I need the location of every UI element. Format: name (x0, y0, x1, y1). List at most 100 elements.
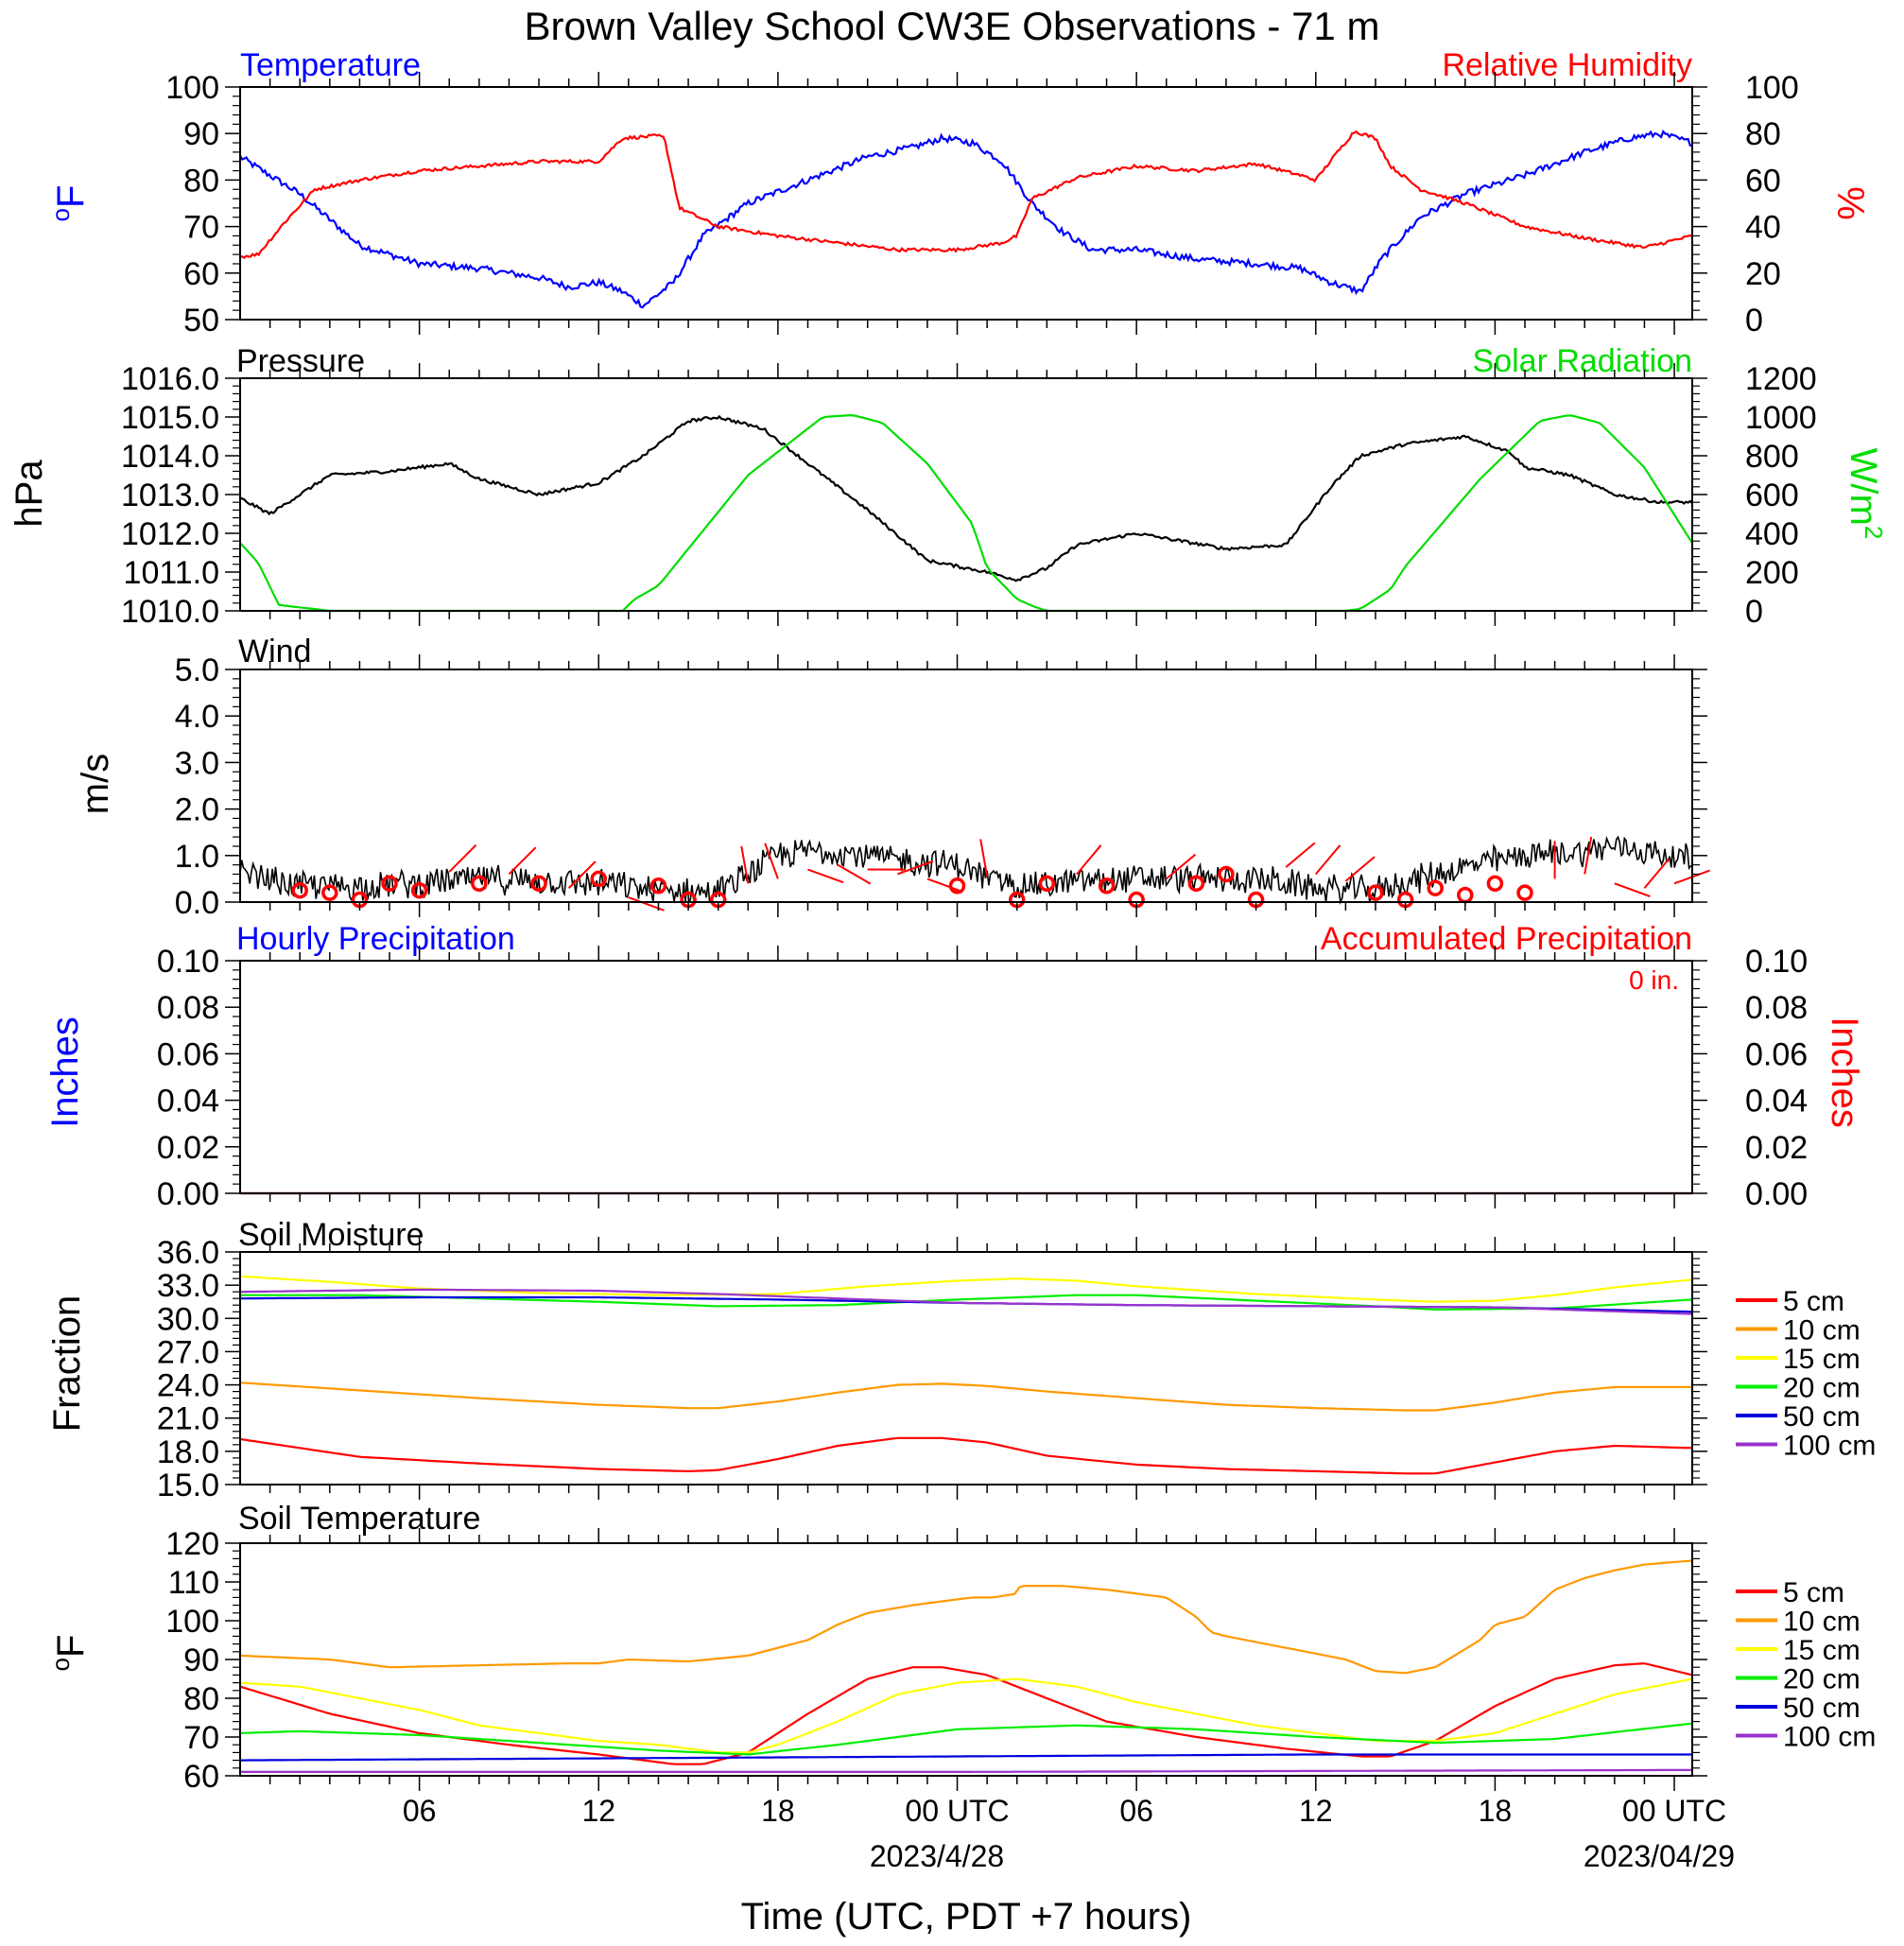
legend-label: 20 cm (1783, 1664, 1861, 1695)
legend-label: 5 cm (1783, 1286, 1844, 1317)
wind-barb-calm (1427, 879, 1444, 896)
wind-barb (1344, 856, 1376, 882)
y-tick-label-right: 0.06 (1745, 1036, 1808, 1072)
wind-barb-calm (410, 881, 428, 899)
wind-frame (239, 669, 1693, 903)
wind-barb-calm (291, 881, 308, 899)
wind-barb-calm (381, 875, 398, 893)
wind-barb (508, 846, 537, 876)
wind-barb (837, 863, 872, 885)
y-tick-label-left: 3.0 (175, 745, 219, 781)
y-tick-label-left: 1015.0 (121, 400, 219, 436)
x-tick-label: 18 (1479, 1794, 1513, 1828)
accum-precip-value: 0 in. (1629, 965, 1679, 995)
temperature-title: Temperature (240, 47, 421, 83)
y-tick-label-left: 60 (183, 1759, 219, 1795)
y-tick-label-left: 50 (183, 303, 219, 339)
wind-barb-calm (948, 877, 966, 895)
y-tick-label-right: 400 (1745, 516, 1799, 552)
wind-panel: Wind m/s 0.01.02.03.04.05.0 (75, 634, 1710, 921)
pressure-solar-frame (239, 377, 1693, 612)
pressure-solar-series-0 (239, 414, 1693, 582)
soil-temperature-series-0 (239, 1661, 1693, 1765)
y-tick-label-left: 36.0 (157, 1235, 219, 1271)
wind-barb (1315, 844, 1341, 876)
wind-barb (1643, 858, 1670, 889)
soil-temperature-series-1 (239, 1559, 1693, 1675)
y-tick-label-right: 0.00 (1745, 1176, 1808, 1212)
wind-barb (1584, 836, 1593, 875)
y-tick-label-left: 100 (165, 1604, 219, 1640)
y-tick-label-left: 1.0 (175, 839, 219, 875)
y-tick-label-left: 90 (183, 116, 219, 152)
y-tick-label-right: 800 (1745, 439, 1799, 475)
wind-barb-calm (1038, 875, 1056, 893)
legend-label: 5 cm (1783, 1577, 1844, 1608)
y-tick-label-left: 1011.0 (124, 555, 219, 591)
soil-moisture-series-0 (239, 1436, 1693, 1475)
accum-precip-title: Accumulated Precipitation (1321, 921, 1692, 957)
y-tick-label-left: 0.08 (157, 990, 219, 1026)
temperature-humidity-panel: Temperature Relative Humidity oF % 50 60 7… (46, 47, 1871, 339)
y-tick-label-left: 27.0 (157, 1334, 219, 1370)
x-tick-label: 00 UTC (1622, 1794, 1726, 1828)
y-tick-label-right: 1200 (1745, 361, 1817, 397)
precip-left-axis-label: Inches (44, 1016, 86, 1128)
soil-moisture-title: Soil Moisture (238, 1217, 424, 1253)
y-tick-label-left: 1012.0 (121, 516, 219, 552)
y-tick-label-left: 60 (183, 256, 219, 292)
soil-moisture-series-1 (239, 1381, 1692, 1412)
wind-barb (448, 843, 477, 873)
y-tick-label-right: 60 (1745, 163, 1781, 199)
wind-barb-calm (1516, 884, 1533, 901)
y-tick-label-left: 0.0 (175, 885, 219, 921)
figure-title: Brown Valley School CW3E Observations - … (525, 4, 1380, 48)
wind-barb (1166, 853, 1197, 880)
soil-moisture-series-5 (239, 1288, 1693, 1315)
wind-barb (926, 877, 963, 894)
y-tick-label-left: 1014.0 (121, 439, 219, 475)
y-tick-label-left: 1013.0 (121, 478, 219, 513)
y-tick-label-left: 21.0 (157, 1401, 219, 1437)
pressure-solar-panel: Pressure Solar Radiation hPa W/m2 1010.0… (9, 343, 1888, 630)
wind-barb (1285, 842, 1316, 868)
wind-barb-calm (471, 875, 488, 893)
y-tick-label-left: 0.00 (157, 1176, 219, 1212)
soil-temperature-axis-label: oF (46, 1635, 92, 1672)
temp-rh-frame (239, 86, 1693, 321)
y-tick-label-left: 110 (168, 1565, 219, 1601)
y-tick-label-left: 70 (183, 1720, 219, 1756)
temp-rh-series-0 (239, 130, 1693, 309)
wind-barb (567, 860, 597, 889)
date-label-1: 2023/4/28 (870, 1839, 1004, 1873)
wind-axis-label: m/s (75, 754, 116, 814)
y-tick-label-left: 0.10 (157, 944, 219, 980)
legend-label: 50 cm (1783, 1693, 1861, 1724)
y-tick-label-right: 20 (1745, 256, 1781, 292)
soil-moisture-series-3 (240, 1294, 1693, 1312)
wind-barb-calm (1187, 875, 1205, 893)
wind-barb (1076, 844, 1102, 876)
precip-right-axis-label: Inches (1824, 1016, 1865, 1128)
legend-label: 20 cm (1783, 1373, 1861, 1404)
legend-label: 10 cm (1783, 1607, 1861, 1638)
y-tick-label-left: 18.0 (157, 1434, 219, 1470)
legend-label: 50 cm (1783, 1401, 1861, 1433)
y-tick-label-right: 80 (1745, 116, 1781, 152)
soil-temperature-title: Soil Temperature (238, 1501, 480, 1537)
x-tick-label: 18 (761, 1794, 795, 1828)
wind-barb (807, 868, 844, 884)
wind-barb (1614, 882, 1651, 897)
y-tick-label-right: 0 (1745, 594, 1763, 630)
wind-barb-calm (649, 877, 667, 895)
wind-barb-calm (590, 870, 608, 888)
hourly-precip-title: Hourly Precipitation (236, 921, 515, 957)
y-tick-label-right: 100 (1745, 70, 1799, 106)
x-tick-label: 12 (1299, 1794, 1333, 1828)
wind-barb-calm (321, 884, 338, 901)
wind-barb-calm (1367, 884, 1384, 901)
time-axis: 2023/4/28 2023/04/29 Time (UTC, PDT +7 h… (403, 1794, 1735, 1937)
soil-moisture-frame (239, 1251, 1693, 1486)
wind-barb-calm (1218, 865, 1235, 883)
